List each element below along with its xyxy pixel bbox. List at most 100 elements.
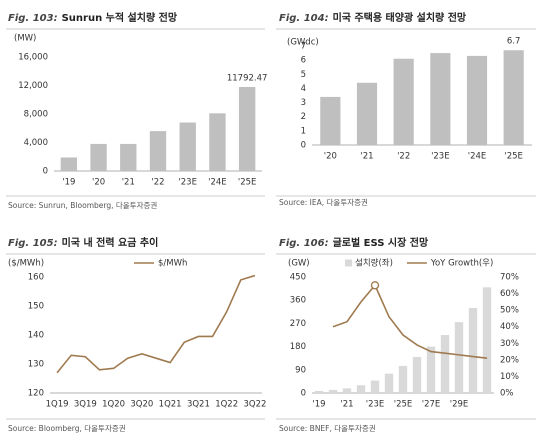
y-tick-label: 180 [290,342,306,352]
y-tick-label: 1 [301,126,306,136]
legend-label: YoY Growth(우) [430,259,493,269]
y-tick-label: 6 [301,56,306,66]
line [332,283,488,359]
bar [454,322,464,393]
y-axis-label: ($/MWh) [8,259,44,269]
bar [60,157,78,171]
y2-tick-label: 10% [500,372,519,382]
bar [466,55,488,145]
figure-label: Fig. 104: [279,13,329,24]
legend-swatch [345,259,352,267]
x-tick-label: 3Q21 [187,400,210,410]
bar [90,143,107,171]
bar [120,143,137,171]
x-tick-label: '25E [394,400,413,410]
x-tick-label: 1Q21 [159,400,182,410]
x-tick-label: '19 [62,178,75,188]
y2-tick-label: 20% [500,355,519,365]
line [56,274,256,374]
y-tick-label: 0 [301,141,306,151]
y2-tick-label: 30% [500,339,519,349]
y-tick-label: 120 [28,389,44,399]
bar [430,53,451,146]
y-tick-label: 450 [290,273,306,283]
y-tick-label: 8,000 [24,110,48,120]
y-axis-label: (GWdc) [287,38,319,48]
bar [440,335,450,393]
x-tick-label: '29E [450,400,469,410]
y-tick-label: 160 [28,273,44,283]
figure-label: Fig. 103: [8,13,58,24]
bar [412,356,422,393]
y-tick-label: 360 [290,296,306,306]
y-tick-label: 130 [28,360,44,370]
x-tick-label: '21 [122,178,135,188]
y-axis-label: (GW) [288,259,310,269]
title-text: Sunrun 누적 설치량 전망 [62,11,178,24]
bar [370,380,380,393]
x-tick-label: '24E [208,178,227,188]
bar [328,389,338,393]
y-tick-label: 140 [28,331,44,341]
x-tick-label: '27E [422,400,441,410]
y2-tick-label: 70% [500,273,519,283]
x-tick-label: '22 [397,152,410,162]
bar [356,82,378,145]
x-tick-label: 1Q22 [215,400,238,410]
y2-tick-label: 0% [500,389,514,399]
y-tick-label: 150 [28,302,44,312]
y-tick-label: 2 [301,112,306,122]
x-tick-label: '25E [504,152,523,162]
x-tick-label: '23E [366,400,385,410]
bar [398,365,408,393]
x-tick-label: '21 [360,152,373,162]
bar [149,131,167,171]
source: Source: IEA, 다올투자증권 [279,198,368,207]
title-text: 글로벌 ESS 시장 전망 [333,236,429,249]
x-tick-label: '25E [238,178,257,188]
y-tick-label: 3 [301,98,306,108]
y2-tick-label: 40% [500,322,519,332]
legend-label: 설치량(좌) [355,258,393,269]
x-tick-label: '23E [178,178,197,188]
x-tick-label: '21 [340,400,353,410]
x-tick-label: '23E [431,152,450,162]
highlight-marker [370,281,380,290]
bar [320,96,341,145]
bar [314,390,324,393]
x-tick-label: '19 [312,400,325,410]
bar [179,122,196,171]
data-label: 11792.47 [227,73,268,83]
x-tick-label: '24E [468,152,487,162]
y-tick-label: 270 [290,319,306,329]
chart-title: Fig. 105: 미국 내 전력 요금 추이 [8,236,158,249]
x-tick-label: 1Q19 [46,400,69,410]
y-tick-label: 0 [301,389,306,399]
x-tick-label: '22 [151,178,164,188]
y-tick-label: 12,000 [18,81,48,91]
y-tick-label: 7 [301,42,306,52]
bar [209,113,226,171]
bar [356,385,366,393]
title-text: 미국 주택용 태양광 설치량 전망 [333,11,467,24]
bar [342,388,352,393]
y-tick-label: 16,000 [18,53,48,63]
y-tick-label: 4,000 [24,138,48,148]
chart-title: Fig. 106: 글로벌 ESS 시장 전망 [279,236,429,249]
bar [482,287,492,393]
x-tick-label: 3Q22 [243,400,266,410]
bar [468,307,478,393]
y-tick-label: 0 [43,167,48,177]
source: Source: Sunrun, Bloomberg, 다올투자증권 [8,201,157,210]
data-label: 6.7 [507,37,521,47]
y-tick-label: 4 [301,84,306,94]
bar [393,58,414,145]
chart-title: Fig. 104: 미국 주택용 태양광 설치량 전망 [279,11,467,24]
y-tick-label: 90 [295,365,306,375]
x-tick-label: '20 [92,178,105,188]
legend-label: $/MWh [158,259,187,269]
chart-title: Fig. 103: Sunrun 누적 설치량 전망 [8,11,178,24]
source: Source: Bloomberg, 다올투자증권 [8,424,126,433]
x-tick-label: 3Q19 [74,400,97,410]
